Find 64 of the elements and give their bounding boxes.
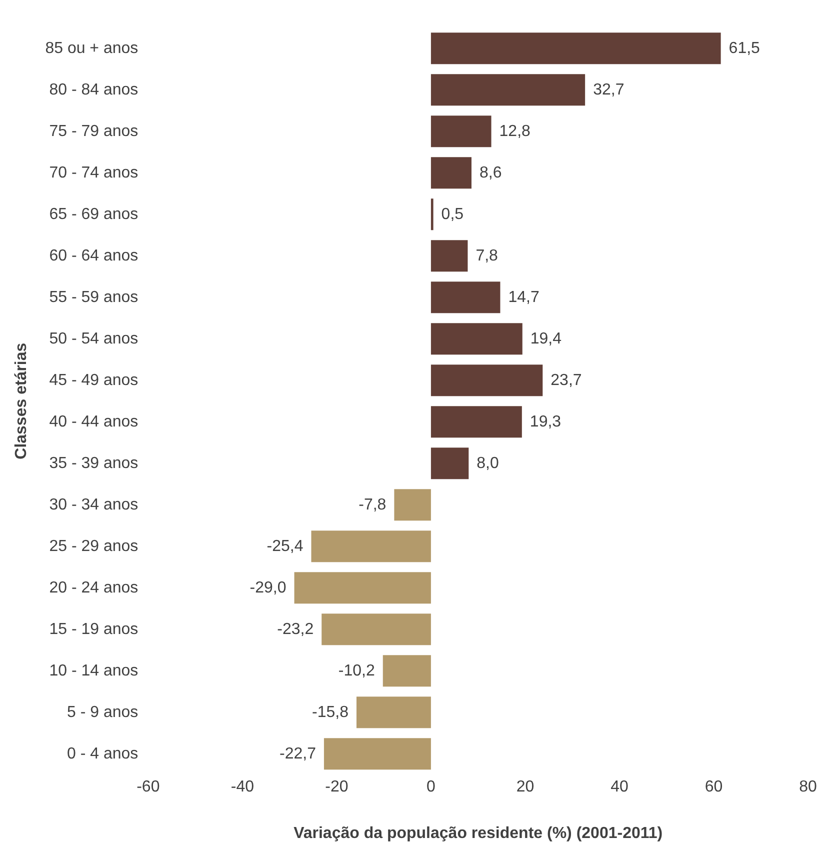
bar (430, 364, 543, 396)
data-label: -29,0 (250, 579, 286, 596)
data-label: 8,6 (479, 164, 502, 182)
y-tick-label: 15 - 19 anos (49, 620, 138, 638)
bar (324, 738, 431, 770)
y-tick-label: 30 - 34 anos (49, 496, 138, 514)
data-label: 19,3 (530, 413, 562, 430)
y-tick-label: 70 - 74 anos (49, 164, 138, 182)
data-label: -23,2 (277, 620, 314, 638)
bar (430, 32, 721, 64)
x-tick-label: 60 (704, 778, 723, 796)
y-tick-label: 75 - 79 anos (49, 122, 138, 140)
data-label: 0,5 (441, 206, 464, 223)
data-label: 14,7 (508, 288, 540, 306)
bar (356, 696, 431, 728)
data-label: -7,8 (358, 496, 386, 514)
x-tick-label: 80 (799, 778, 817, 796)
data-label: 8,0 (476, 454, 499, 472)
x-tick-label: -20 (325, 778, 348, 796)
y-tick-label: 20 - 24 anos (49, 579, 138, 596)
bar (430, 240, 468, 272)
y-tick-label: 10 - 14 anos (49, 662, 138, 680)
bar (430, 116, 492, 148)
y-tick-label: 55 - 59 anos (49, 288, 138, 306)
x-tick-label: 0 (426, 778, 436, 796)
data-label: 7,8 (476, 247, 498, 264)
y-tick-label: 35 - 39 anos (49, 454, 138, 472)
bar (430, 282, 500, 314)
x-axis-title: Variação da população residente (%) (2001-2011) (294, 824, 663, 842)
data-label: -15,8 (312, 704, 349, 721)
bar (322, 614, 431, 646)
y-tick-label: 80 - 84 anos (49, 81, 138, 98)
y-tick-label: 0 - 4 anos (67, 745, 138, 762)
y-tick-label: 45 - 49 anos (49, 372, 138, 389)
bar (430, 448, 469, 480)
y-tick-label: 25 - 29 anos (49, 538, 138, 555)
bar (430, 198, 434, 230)
bar (382, 655, 431, 687)
bar (430, 157, 472, 189)
x-tick-label: 20 (516, 778, 534, 796)
data-label: 32,7 (593, 81, 624, 98)
y-tick-label: 40 - 44 anos (49, 413, 138, 430)
y-tick-label: 60 - 64 anos (49, 247, 138, 264)
data-label: 61,5 (728, 40, 760, 57)
y-tick-label: 50 - 54 anos (49, 330, 138, 348)
x-tick-label: 40 (610, 778, 628, 796)
y-axis-title: Classes etárias (13, 342, 30, 460)
y-tick-label: 85 ou + anos (45, 40, 138, 57)
bar (430, 323, 522, 355)
bar (430, 406, 522, 438)
data-label: 12,8 (499, 122, 531, 140)
bar (311, 530, 431, 562)
data-label: -10,2 (338, 662, 375, 680)
x-tick-label: -40 (230, 778, 254, 796)
bar (430, 74, 586, 106)
y-tick-label: 5 - 9 anos (67, 704, 138, 721)
bar (394, 489, 431, 521)
bar (294, 572, 431, 604)
y-tick-label: 65 - 69 anos (49, 206, 138, 223)
data-label: 23,7 (550, 372, 582, 389)
data-label: 19,4 (530, 330, 562, 348)
data-label: -25,4 (266, 538, 304, 555)
x-tick-label: -60 (136, 778, 160, 796)
data-label: -22,7 (280, 745, 316, 762)
